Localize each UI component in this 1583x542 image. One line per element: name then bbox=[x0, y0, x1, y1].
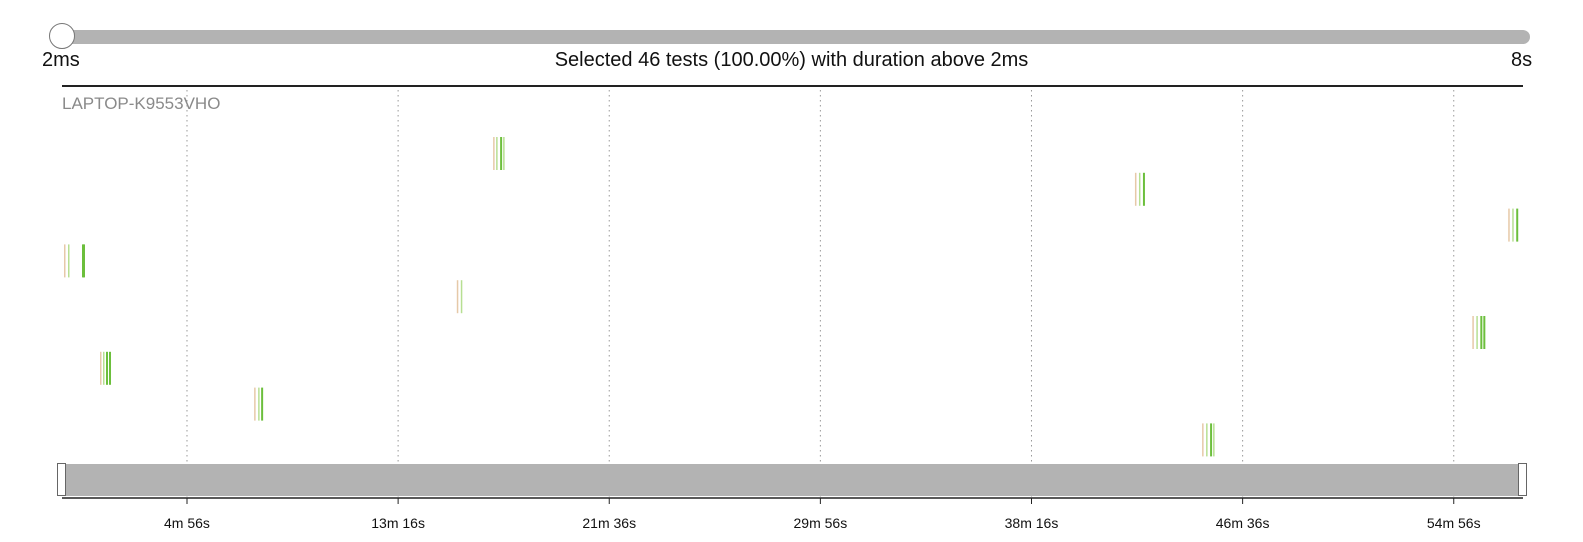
axis-tick-label: 4m 56s bbox=[164, 515, 210, 531]
test-execution-mark[interactable] bbox=[1210, 423, 1213, 457]
test-execution-mark[interactable] bbox=[64, 244, 66, 278]
duration-slider-track[interactable] bbox=[62, 30, 1530, 44]
test-burst bbox=[1472, 316, 1486, 349]
brush-right-handle[interactable] bbox=[1518, 463, 1527, 496]
test-execution-mark[interactable] bbox=[254, 387, 256, 421]
test-execution-mark[interactable] bbox=[1213, 423, 1215, 457]
test-execution-mark[interactable] bbox=[83, 244, 85, 278]
test-execution-mark[interactable] bbox=[68, 244, 70, 278]
test-execution-mark[interactable] bbox=[503, 137, 505, 170]
axis-tick-label: 54m 56s bbox=[1427, 515, 1481, 531]
test-execution-mark[interactable] bbox=[106, 351, 109, 385]
test-burst bbox=[1508, 208, 1519, 242]
test-execution-mark[interactable] bbox=[1516, 208, 1519, 242]
test-execution-mark[interactable] bbox=[1483, 316, 1486, 349]
test-execution-mark[interactable] bbox=[1508, 208, 1510, 242]
timeline-grid bbox=[186, 90, 1455, 498]
test-execution-mark[interactable] bbox=[460, 280, 463, 314]
axis-tick-label: 29m 56s bbox=[794, 515, 848, 531]
test-execution-mark[interactable] bbox=[109, 351, 112, 385]
test-execution-mark[interactable] bbox=[496, 137, 498, 170]
axis-tick-label: 21m 36s bbox=[582, 515, 636, 531]
test-execution-mark[interactable] bbox=[103, 351, 105, 385]
test-execution-mark[interactable] bbox=[1138, 172, 1141, 206]
test-burst bbox=[1202, 423, 1215, 457]
test-execution-mark[interactable] bbox=[1472, 316, 1474, 349]
duration-min-label: 2ms bbox=[42, 49, 80, 71]
host-label: LAPTOP-K9553VHO bbox=[62, 94, 221, 113]
time-range-brush[interactable] bbox=[59, 464, 1524, 496]
test-burst bbox=[1134, 172, 1145, 206]
test-execution-mark[interactable] bbox=[500, 137, 503, 170]
test-execution-mark[interactable] bbox=[456, 280, 459, 314]
brush-left-handle[interactable] bbox=[57, 463, 66, 496]
test-burst bbox=[254, 387, 264, 421]
axis-tick-label: 13m 16s bbox=[371, 515, 425, 531]
axis-tick-label: 46m 36s bbox=[1216, 515, 1270, 531]
time-axis: 4m 56s 13m 16s 21m 36s 29m 56s 38m 16s 46m 36… bbox=[62, 497, 1523, 531]
timeline-top-rule bbox=[62, 85, 1523, 87]
duration-slider-handle[interactable] bbox=[49, 23, 75, 49]
test-execution-mark[interactable] bbox=[493, 137, 495, 170]
test-execution-mark[interactable] bbox=[100, 351, 102, 385]
test-burst bbox=[100, 351, 112, 385]
axis-tick-label: 38m 16s bbox=[1005, 515, 1059, 531]
test-execution-mark[interactable] bbox=[1476, 316, 1478, 349]
test-execution-mark[interactable] bbox=[1480, 316, 1483, 349]
test-execution-mark[interactable] bbox=[258, 387, 260, 421]
test-executions bbox=[64, 137, 1519, 457]
duration-filter-slider[interactable]: 2ms Selected 46 tests (100.00%) with dur… bbox=[0, 0, 1583, 90]
test-execution-mark[interactable] bbox=[261, 387, 264, 421]
test-execution-mark[interactable] bbox=[1206, 423, 1208, 457]
test-burst bbox=[64, 244, 85, 278]
test-burst bbox=[493, 137, 505, 170]
duration-max-label: 8s bbox=[1511, 49, 1533, 71]
test-execution-mark[interactable] bbox=[1134, 172, 1137, 206]
test-execution-mark[interactable] bbox=[1512, 208, 1514, 242]
test-burst bbox=[456, 280, 463, 314]
selection-summary: Selected 46 tests (100.00%) with duratio… bbox=[554, 49, 1029, 71]
test-execution-mark[interactable] bbox=[1202, 423, 1204, 457]
test-execution-mark[interactable] bbox=[1142, 172, 1145, 206]
